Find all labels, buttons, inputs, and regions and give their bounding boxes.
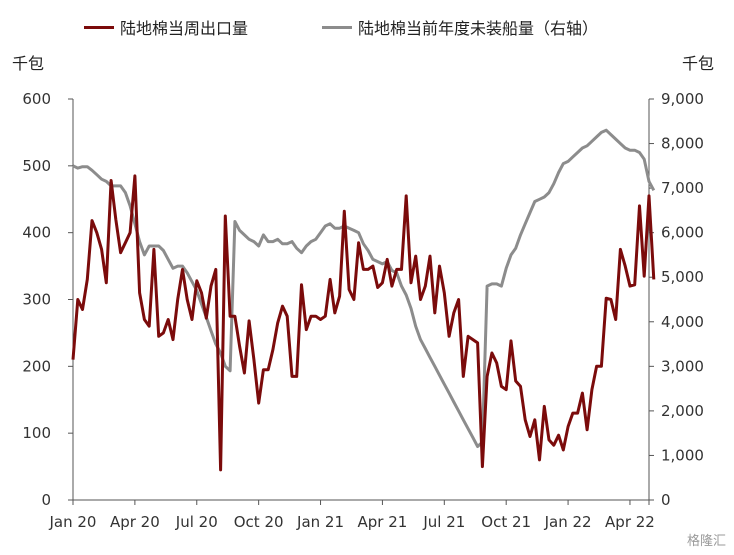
right-tick-label: 2,000 xyxy=(661,402,704,420)
left-axis-unit: 千包 xyxy=(12,54,45,73)
legend-item-weekly-exports: 陆地棉当周出口量 xyxy=(84,14,248,40)
right-tick-label: 9,000 xyxy=(661,90,704,108)
legend-swatch-unshipped xyxy=(322,25,352,29)
x-tick-label: Apr 21 xyxy=(358,513,408,531)
right-tick-label: 3,000 xyxy=(661,357,704,375)
axes xyxy=(68,98,654,505)
tick-labels: 0 100 200 300 400 500 600 0 1,000 2,000 3,000 4,000… xyxy=(22,90,704,531)
right-tick-label: 4,000 xyxy=(661,313,704,331)
x-tick-label: Jul 20 xyxy=(175,513,218,531)
x-tick-label: Jan 21 xyxy=(296,513,344,531)
legend-swatch-weekly-exports xyxy=(84,25,114,29)
legend-item-unshipped: 陆地棉当前年度未装船量（右轴） xyxy=(322,14,598,40)
left-tick-label: 200 xyxy=(22,357,51,375)
right-tick-label: 0 xyxy=(661,491,671,509)
watermark: 格隆汇 xyxy=(686,534,726,549)
x-tick-label: Oct 21 xyxy=(481,513,531,531)
left-tick-label: 500 xyxy=(22,157,51,175)
right-axis-unit: 千包 xyxy=(682,54,715,73)
x-tick-label: Apr 20 xyxy=(110,513,160,531)
legend-label-unshipped: 陆地棉当前年度未装船量（右轴） xyxy=(358,19,599,38)
x-tick-label: Jan 20 xyxy=(49,513,97,531)
legend: 陆地棉当周出口量 陆地棉当前年度未装船量（右轴） xyxy=(0,14,734,40)
left-tick-label: 300 xyxy=(22,291,51,309)
left-tick-label: 600 xyxy=(22,90,51,108)
left-tick-label: 0 xyxy=(41,491,51,509)
right-tick-label: 1,000 xyxy=(661,446,704,464)
x-tick-label: Jan 22 xyxy=(544,513,592,531)
right-tick-label: 6,000 xyxy=(661,224,704,242)
right-tick-label: 7,000 xyxy=(661,179,704,197)
legend-label-weekly-exports: 陆地棉当周出口量 xyxy=(120,19,249,38)
left-tick-label: 100 xyxy=(22,424,51,442)
series-line-weekly-exports xyxy=(71,174,656,472)
series-lines xyxy=(71,128,656,472)
left-tick-label: 400 xyxy=(22,224,51,242)
x-tick-label: Jul 21 xyxy=(422,513,465,531)
series-line-unshipped xyxy=(72,128,656,448)
right-tick-label: 8,000 xyxy=(661,135,704,153)
x-tick-label: Oct 20 xyxy=(234,513,284,531)
right-tick-label: 5,000 xyxy=(661,268,704,286)
x-tick-label: Apr 22 xyxy=(605,513,655,531)
